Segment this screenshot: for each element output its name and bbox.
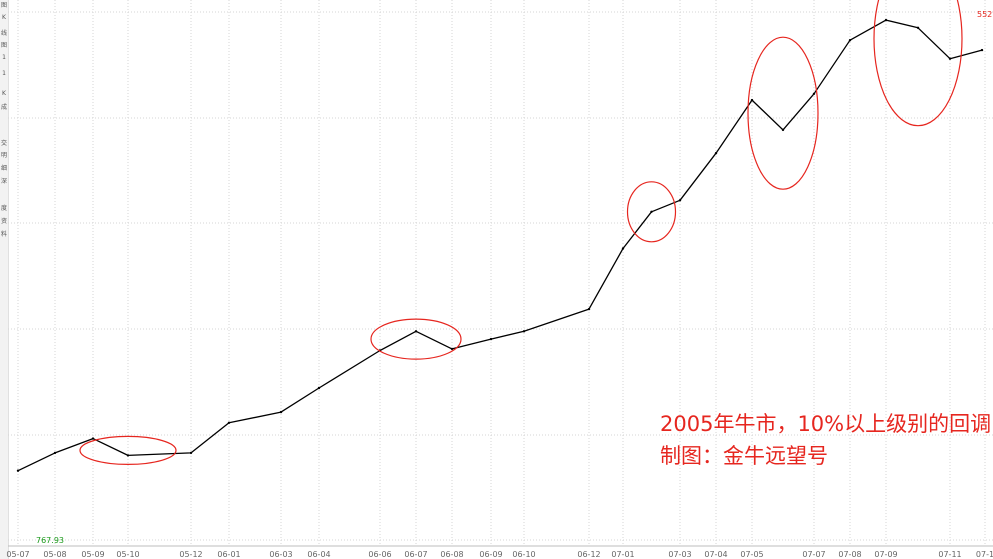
x-tick-label: 07-09 [874,550,897,559]
data-point [650,210,653,213]
x-tick-label: 07-11 [938,550,961,559]
data-point [53,451,57,455]
data-point [980,48,984,52]
data-point [189,451,193,455]
highlight-circle [626,181,677,243]
x-tick-label: 07-04 [704,550,727,559]
toolbar-glyph[interactable]: 1 [2,54,6,61]
data-point [884,18,888,22]
x-tick-label: 06-01 [217,550,240,559]
data-point [781,128,785,132]
min-value-label: 767.93 [36,536,64,545]
x-tick-label: 06-10 [512,550,535,559]
x-tick-label: 05-08 [43,550,66,559]
x-tick-label: 07-08 [838,550,861,559]
data-point [227,421,231,424]
data-point [812,92,816,96]
data-point [621,247,625,250]
chart-grid [8,0,993,547]
data-point [450,347,454,351]
data-point [126,454,130,457]
max-value-label: 552 [977,10,992,19]
highlight-layer [79,0,963,465]
highlight-circle [873,0,963,127]
annotation-credit: 制图：金牛远望号 [660,444,828,468]
data-point [414,330,418,333]
toolbar-glyph[interactable]: 资 [0,218,7,225]
toolbar-glyph[interactable]: 图 [0,42,7,49]
toolbar-glyph[interactable]: 图 [0,2,7,9]
data-point [317,386,321,390]
toolbar-glyph[interactable]: 深 [0,178,7,185]
data-point [489,337,493,341]
toolbar-glyph[interactable]: 交 [0,140,7,147]
toolbar-glyph[interactable]: 线 [0,30,7,37]
toolbar-glyph[interactable]: 度 [0,205,7,212]
data-point [678,199,682,202]
x-tick-label: 07-03 [668,550,691,559]
data-point [948,57,952,60]
data-point [91,437,95,440]
data-point [916,26,920,29]
x-tick-label: 07-07 [802,550,825,559]
x-axis-ticks: 05-07 05-08 05-09 05-10 05-12 06-01 06-03 06-04… [6,550,993,559]
x-tick-label: 06-08 [440,550,463,559]
toolbar-glyph[interactable]: 成 [0,104,7,111]
x-tick-label: 05-10 [116,550,139,559]
x-tick-label: 06-06 [368,550,391,559]
data-point [848,39,852,42]
toolbar-glyph[interactable]: 1 [2,70,6,77]
x-tick-label: 07-01 [611,550,634,559]
x-tick-label: 06-03 [269,550,292,559]
toolbar-glyph[interactable]: 明 [0,152,7,159]
toolbar-glyph[interactable]: K [2,90,6,97]
x-tick-label: 05-12 [179,550,202,559]
toolbar-glyph[interactable]: 细 [0,165,7,172]
highlight-circle [747,36,819,190]
toolbar-glyph[interactable]: 料 [0,231,7,238]
x-tick-label: 06-12 [577,550,600,559]
series-line [17,19,983,472]
x-tick-label: 06-07 [404,550,427,559]
highlight-circle [370,318,462,360]
x-tick-label: 06-09 [479,550,502,559]
x-tick-label: 06-04 [307,550,330,559]
annotation-title: 2005年牛市，10%以上级别的回调 [660,412,992,436]
data-point [587,307,591,311]
data-point [714,152,718,155]
data-point [16,469,20,472]
series-layer [16,18,984,472]
x-tick-label: 05-09 [81,550,104,559]
x-tick-label: 07-05 [740,550,763,559]
toolbar-glyph[interactable]: K [2,14,6,21]
data-point [522,330,526,333]
data-point [279,410,283,414]
x-tick-label: 07-1 [976,550,993,559]
highlight-circle [79,435,177,465]
data-point [750,98,754,102]
x-tick-label: 05-07 [6,550,29,559]
